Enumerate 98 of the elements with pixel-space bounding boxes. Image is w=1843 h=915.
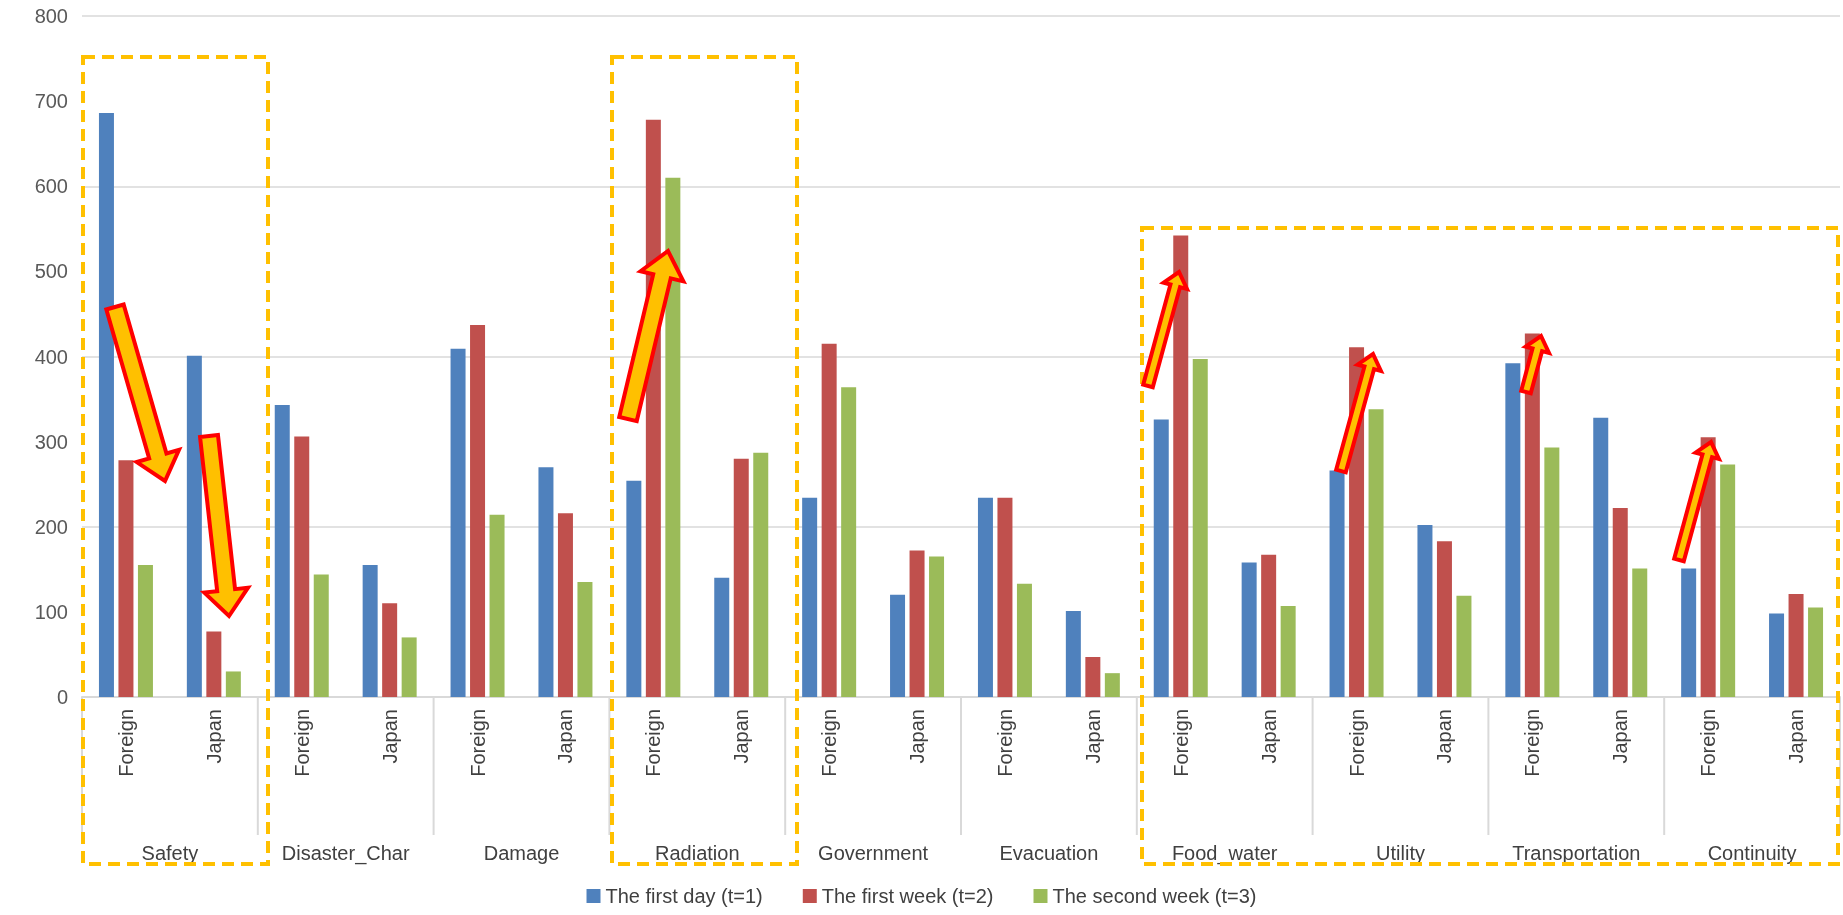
bar bbox=[802, 497, 818, 697]
bar bbox=[1065, 611, 1081, 697]
bar bbox=[1544, 447, 1560, 697]
bar bbox=[137, 565, 153, 697]
text: Disaster_Char bbox=[281, 842, 410, 865]
bar bbox=[225, 671, 241, 697]
y-tick-label: 100 bbox=[34, 600, 68, 623]
bar bbox=[362, 565, 378, 697]
y-tick-label: 800 bbox=[34, 5, 68, 27]
bar bbox=[1261, 554, 1277, 697]
bar bbox=[1104, 673, 1120, 697]
x-tick-label: Japan bbox=[1433, 709, 1456, 764]
x-tick-label: Foreign bbox=[818, 709, 841, 777]
y-tick-label: 200 bbox=[34, 515, 68, 538]
bar bbox=[1632, 568, 1648, 697]
bar bbox=[1153, 419, 1169, 697]
x-tick-label: Foreign bbox=[642, 709, 665, 777]
x-tick-label: Foreign bbox=[1697, 709, 1720, 777]
text: Radiation bbox=[655, 842, 740, 864]
x-tick-label: Foreign bbox=[1521, 709, 1544, 777]
bar bbox=[206, 631, 222, 697]
text: Evacuation bbox=[999, 842, 1099, 864]
text: Utility bbox=[1376, 842, 1425, 864]
text: Government bbox=[818, 842, 929, 864]
bar bbox=[1436, 541, 1452, 697]
y-tick-label: 0 bbox=[56, 686, 68, 708]
bar bbox=[382, 603, 398, 697]
bar bbox=[577, 582, 593, 697]
bar bbox=[733, 458, 749, 697]
x-tick-label: Japan bbox=[1785, 709, 1808, 764]
bar bbox=[626, 480, 642, 697]
text: Food_water bbox=[1171, 842, 1278, 865]
bar bbox=[929, 556, 945, 697]
x-tick-label: Japan bbox=[378, 709, 401, 764]
bar bbox=[1612, 508, 1628, 697]
y-tick-label: 300 bbox=[34, 430, 68, 453]
bar bbox=[841, 387, 857, 697]
bar bbox=[821, 343, 837, 697]
bar bbox=[977, 497, 993, 697]
x-tick-label: Japan bbox=[1081, 709, 1104, 764]
bar bbox=[274, 405, 290, 697]
bar bbox=[1720, 464, 1736, 697]
legend-label: The first day (t=1) bbox=[605, 885, 763, 907]
x-tick-label: Japan bbox=[554, 709, 577, 764]
x-tick-label: Foreign bbox=[466, 709, 489, 777]
bar bbox=[665, 177, 681, 697]
bar bbox=[450, 348, 466, 697]
x-tick-label: Japan bbox=[730, 709, 753, 764]
bar bbox=[186, 355, 202, 697]
text: Transportation bbox=[1512, 842, 1641, 864]
bar bbox=[489, 514, 505, 697]
legend-label: The second week (t=3) bbox=[1052, 885, 1257, 907]
x-tick-label: Japan bbox=[906, 709, 929, 764]
bar bbox=[1769, 613, 1785, 697]
bar bbox=[401, 637, 417, 697]
bar bbox=[714, 577, 730, 697]
y-tick-label: 700 bbox=[34, 90, 68, 113]
bar bbox=[1368, 409, 1384, 697]
bar bbox=[1085, 656, 1101, 697]
text: Damage bbox=[483, 842, 560, 864]
bar bbox=[118, 460, 134, 697]
bar bbox=[1329, 470, 1345, 697]
bar bbox=[538, 467, 554, 697]
x-tick-label: Foreign bbox=[290, 709, 313, 777]
bar bbox=[470, 325, 486, 697]
bar bbox=[98, 113, 114, 697]
x-tick-label: Foreign bbox=[1345, 709, 1368, 777]
bar bbox=[1192, 359, 1208, 697]
bar bbox=[1016, 583, 1032, 697]
bar bbox=[1456, 595, 1472, 697]
x-tick-label: Japan bbox=[1609, 709, 1632, 764]
bar bbox=[909, 550, 925, 697]
bar bbox=[1681, 568, 1697, 697]
x-tick-label: Foreign bbox=[1169, 709, 1192, 777]
y-tick-label: 500 bbox=[34, 260, 68, 283]
x-tick-label: Foreign bbox=[114, 709, 137, 777]
bar bbox=[1788, 594, 1804, 697]
bar bbox=[1417, 525, 1433, 697]
bar bbox=[1173, 235, 1189, 697]
text: Safety bbox=[141, 842, 199, 864]
bar bbox=[1241, 562, 1257, 697]
bar bbox=[1280, 605, 1296, 697]
bar bbox=[1808, 607, 1824, 697]
x-tick-label: Japan bbox=[202, 709, 225, 764]
x-tick-label: Foreign bbox=[993, 709, 1016, 777]
bar bbox=[294, 436, 310, 697]
x-tick-label: Japan bbox=[1257, 709, 1280, 764]
bar bbox=[1505, 363, 1521, 697]
bar bbox=[753, 452, 769, 697]
legend-label: The first week (t=2) bbox=[821, 885, 994, 907]
y-tick-label: 400 bbox=[34, 345, 68, 368]
bar bbox=[997, 497, 1013, 697]
bar bbox=[557, 513, 573, 697]
bar bbox=[1593, 417, 1609, 697]
bar bbox=[890, 594, 906, 697]
bar bbox=[313, 574, 329, 697]
text: Continuity bbox=[1707, 842, 1797, 864]
y-tick-label: 600 bbox=[34, 175, 68, 198]
